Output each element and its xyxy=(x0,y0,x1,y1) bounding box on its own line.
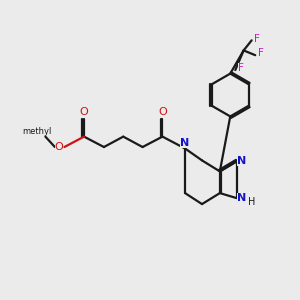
Text: H: H xyxy=(248,197,255,207)
Text: N: N xyxy=(180,138,189,148)
Text: F: F xyxy=(238,63,244,73)
Text: N: N xyxy=(237,156,247,166)
Text: methyl: methyl xyxy=(22,127,52,136)
Text: F: F xyxy=(258,48,263,59)
Text: O: O xyxy=(158,107,167,117)
Text: O: O xyxy=(80,107,88,117)
Text: F: F xyxy=(254,34,260,44)
Text: N: N xyxy=(237,193,247,203)
Text: O: O xyxy=(55,142,63,152)
